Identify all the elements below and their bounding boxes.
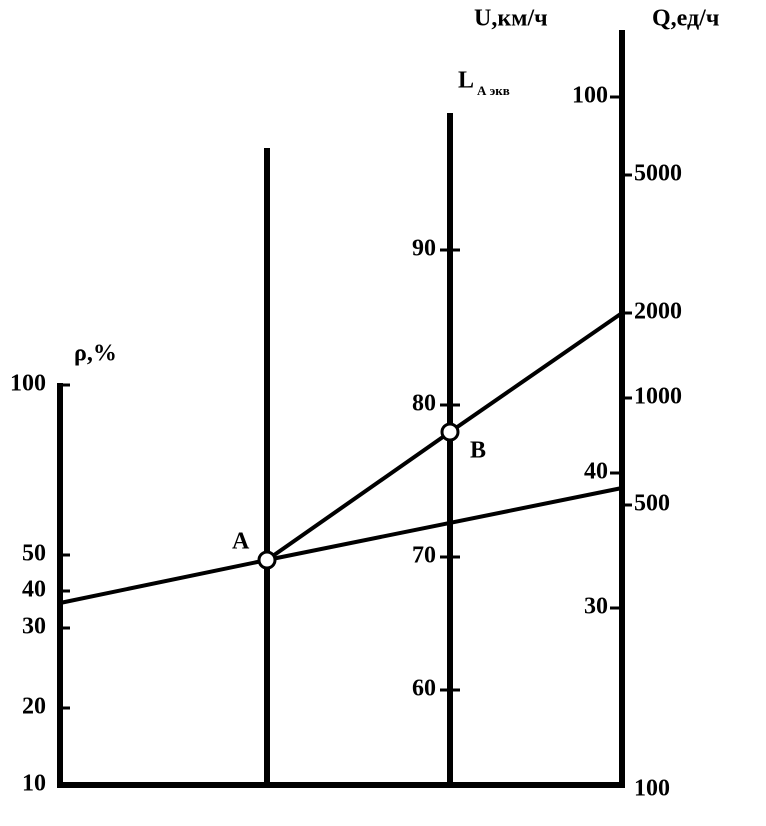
tick-label: 2000 xyxy=(634,299,682,325)
tick-label: 60 xyxy=(412,676,436,702)
tick-label: 100 xyxy=(572,83,608,109)
u-axis-label: U,км/ч xyxy=(474,6,548,32)
l-axis-subscript: А экв xyxy=(477,83,510,98)
tick-label: 50 xyxy=(22,541,46,567)
tick-label: 5000 xyxy=(634,161,682,187)
tick-label: 1000 xyxy=(634,384,682,410)
tick-label: 40 xyxy=(22,577,46,603)
tick-label: 40 xyxy=(584,459,608,485)
l-axis-label: L xyxy=(458,68,474,94)
tick-label: 30 xyxy=(584,594,608,620)
point-b xyxy=(440,422,460,442)
q-axis-label: Q,ед/ч xyxy=(652,6,719,32)
tick-label: 80 xyxy=(412,391,436,417)
tick-label: 30 xyxy=(22,614,46,640)
point-a-label: A xyxy=(232,529,250,555)
tick-label: 90 xyxy=(412,236,436,262)
point-b-label: B xyxy=(470,438,486,464)
tick-label: 100 xyxy=(10,371,46,397)
tick-label: 100 xyxy=(634,776,670,802)
tick-label: 10 xyxy=(22,771,46,797)
tick-label: 70 xyxy=(412,543,436,569)
p-axis-label: ρ,% xyxy=(74,341,117,367)
tick-label: 500 xyxy=(634,491,670,517)
point-a xyxy=(257,550,277,570)
tick-label: 20 xyxy=(22,694,46,720)
